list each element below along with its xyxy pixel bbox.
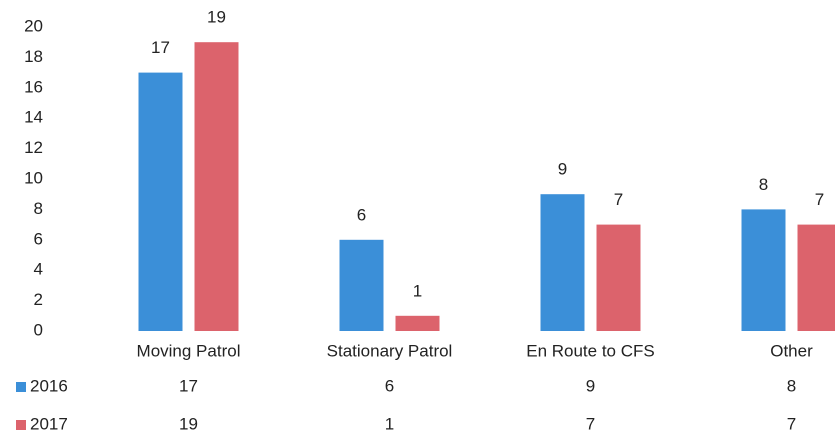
data-label: 6 <box>357 205 366 224</box>
bar <box>395 315 440 331</box>
y-tick-label: 6 <box>34 229 43 248</box>
y-tick-label: 10 <box>24 168 43 187</box>
table-cell: 9 <box>586 376 595 395</box>
bar <box>797 224 835 331</box>
bar <box>194 42 239 331</box>
table-cell: 7 <box>586 414 595 433</box>
data-label: 17 <box>151 38 170 57</box>
data-label: 8 <box>759 175 768 194</box>
x-tick-label: Moving Patrol <box>137 341 241 360</box>
bar <box>540 194 585 331</box>
table-cell: 1 <box>385 414 394 433</box>
data-label: 1 <box>413 281 422 300</box>
data-label: 7 <box>614 190 623 209</box>
x-tick-label: En Route to CFS <box>526 341 655 360</box>
data-label: 9 <box>558 160 567 179</box>
x-tick-label: Other <box>770 341 813 360</box>
y-tick-label: 20 <box>24 16 43 35</box>
y-tick-label: 16 <box>24 77 43 96</box>
legend-label: 2016 <box>30 376 68 395</box>
bar <box>741 209 786 331</box>
table-cell: 17 <box>179 376 198 395</box>
table-cell: 6 <box>385 376 394 395</box>
y-tick-label: 12 <box>24 138 43 157</box>
legend-swatch <box>16 382 26 392</box>
x-tick-label: Stationary Patrol <box>327 341 453 360</box>
data-label: 19 <box>207 8 226 27</box>
table-cell: 19 <box>179 414 198 433</box>
y-tick-label: 8 <box>34 199 43 218</box>
data-label: 7 <box>815 190 824 209</box>
y-tick-label: 0 <box>34 320 43 339</box>
y-tick-label: 4 <box>34 260 43 279</box>
legend-label: 2017 <box>30 414 68 433</box>
y-tick-label: 2 <box>34 290 43 309</box>
table-cell: 7 <box>787 414 796 433</box>
y-tick-label: 18 <box>24 47 43 66</box>
y-tick-label: 14 <box>24 108 43 127</box>
legend-swatch <box>16 420 26 430</box>
bar <box>596 224 641 331</box>
bar <box>339 239 384 331</box>
bar <box>138 72 183 331</box>
table-cell: 8 <box>787 376 796 395</box>
